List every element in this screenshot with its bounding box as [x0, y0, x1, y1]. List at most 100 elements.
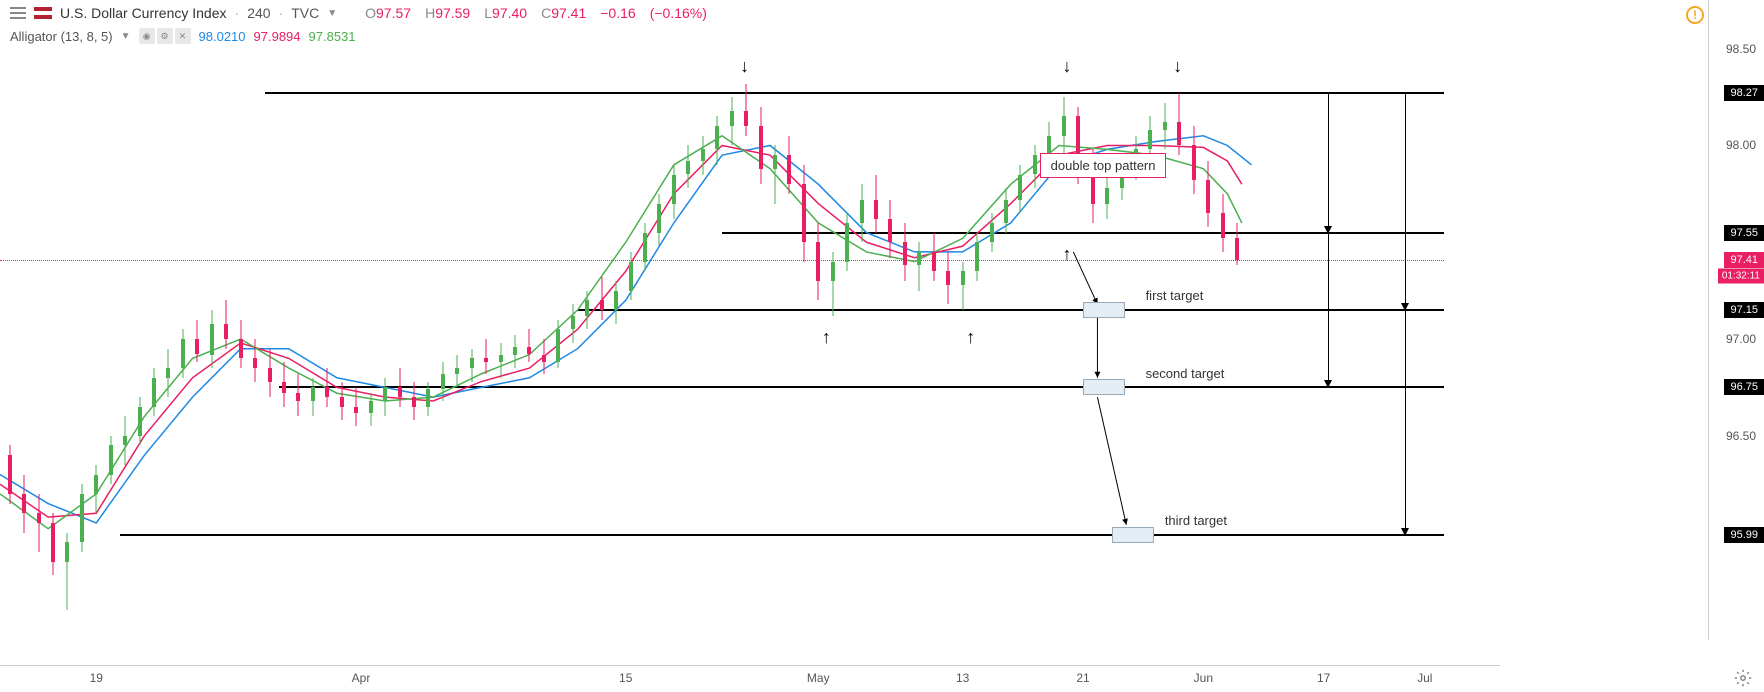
y-tick: 98.00: [1726, 138, 1756, 152]
target-box[interactable]: [1112, 527, 1154, 543]
horizontal-line[interactable]: [279, 386, 1444, 388]
candle: [268, 349, 272, 397]
y-axis[interactable]: 98.5098.0097.0096.5098.2797.5597.1596.75…: [1708, 0, 1764, 640]
candle: [672, 165, 676, 219]
countdown-timer: 01:32:11: [1718, 268, 1764, 283]
candle: [744, 84, 748, 136]
x-tick: Jun: [1194, 671, 1213, 685]
candle: [1163, 103, 1167, 149]
candle: [51, 513, 55, 575]
candle: [166, 349, 170, 397]
measure-arrow: [1405, 93, 1406, 310]
candle: [888, 200, 892, 258]
candle: [759, 107, 763, 184]
candle: [398, 368, 402, 407]
candle: [412, 382, 416, 421]
y-tick: 96.50: [1726, 429, 1756, 443]
candle: [990, 213, 994, 252]
gear-icon[interactable]: [1734, 669, 1752, 687]
candle: [37, 494, 41, 552]
candle: [210, 310, 214, 368]
candle: [282, 362, 286, 407]
candle: [123, 416, 127, 464]
candle: [426, 382, 430, 417]
candle: [802, 165, 806, 262]
candle: [253, 339, 257, 382]
price-label: 98.27: [1724, 85, 1764, 101]
candle: [773, 145, 777, 203]
x-axis[interactable]: 19Apr15May1321Jun17Jul: [0, 665, 1500, 691]
candle: [80, 484, 84, 552]
candle: [643, 223, 647, 271]
candle: [109, 436, 113, 484]
x-tick: 21: [1076, 671, 1089, 685]
target-label: second target: [1146, 366, 1225, 381]
x-tick: Apr: [352, 671, 371, 685]
candle: [1062, 97, 1066, 155]
candle: [441, 362, 445, 401]
target-box[interactable]: [1083, 379, 1125, 395]
swing-arrow-icon: ↑: [822, 327, 831, 348]
candle: [311, 378, 315, 417]
candle: [571, 304, 575, 343]
measure-arrow: [1405, 310, 1406, 535]
horizontal-line[interactable]: [120, 534, 1444, 536]
measure-arrow: [1328, 233, 1329, 388]
candle: [239, 320, 243, 368]
candle: [686, 145, 690, 188]
candle: [787, 136, 791, 194]
candle: [585, 291, 589, 330]
candle: [484, 339, 488, 374]
candle: [8, 445, 12, 503]
alert-icon[interactable]: !: [1686, 6, 1704, 24]
annotation-box[interactable]: double top pattern: [1040, 153, 1167, 178]
price-label: 95.99: [1724, 527, 1764, 543]
candle: [845, 213, 849, 271]
candle: [701, 136, 705, 175]
horizontal-line[interactable]: [265, 92, 1444, 94]
target-label: first target: [1146, 288, 1204, 303]
candle: [369, 393, 373, 426]
candle: [470, 349, 474, 382]
candle: [94, 465, 98, 513]
candle: [542, 339, 546, 374]
candle: [946, 252, 950, 304]
target-box[interactable]: [1083, 302, 1125, 318]
candle: [715, 116, 719, 164]
candle: [296, 374, 300, 417]
candle: [1033, 145, 1037, 188]
candle: [975, 233, 979, 281]
swing-arrow-icon: ↓: [1063, 56, 1072, 77]
candle: [600, 277, 604, 320]
candle: [527, 329, 531, 362]
swing-arrow-icon: ↑: [966, 327, 975, 348]
candle: [325, 368, 329, 407]
candle: [195, 320, 199, 363]
candle: [1177, 93, 1181, 155]
candle: [1221, 194, 1225, 252]
candle: [657, 194, 661, 246]
y-tick: 97.00: [1726, 332, 1756, 346]
swing-arrow-icon: ↓: [1173, 56, 1182, 77]
swing-arrow-icon: ↑: [1063, 244, 1072, 265]
candle: [340, 382, 344, 421]
candle: [513, 335, 517, 368]
horizontal-line[interactable]: [722, 232, 1444, 234]
candle: [860, 184, 864, 242]
candle: [1206, 161, 1210, 227]
x-tick: May: [807, 671, 830, 685]
candle: [874, 175, 878, 233]
x-tick: Jul: [1417, 671, 1432, 685]
current-price-line: [0, 260, 1444, 261]
x-tick: 17: [1317, 671, 1330, 685]
candle: [614, 281, 618, 324]
candle: [961, 262, 965, 310]
horizontal-line[interactable]: [578, 309, 1444, 311]
candle: [65, 533, 69, 610]
price-label: 97.55: [1724, 225, 1764, 241]
candle: [629, 252, 633, 300]
x-tick: 19: [90, 671, 103, 685]
x-tick: 13: [956, 671, 969, 685]
price-label: 97.15: [1724, 302, 1764, 318]
chart-area[interactable]: double top pattern first target second tar…: [0, 0, 1500, 640]
